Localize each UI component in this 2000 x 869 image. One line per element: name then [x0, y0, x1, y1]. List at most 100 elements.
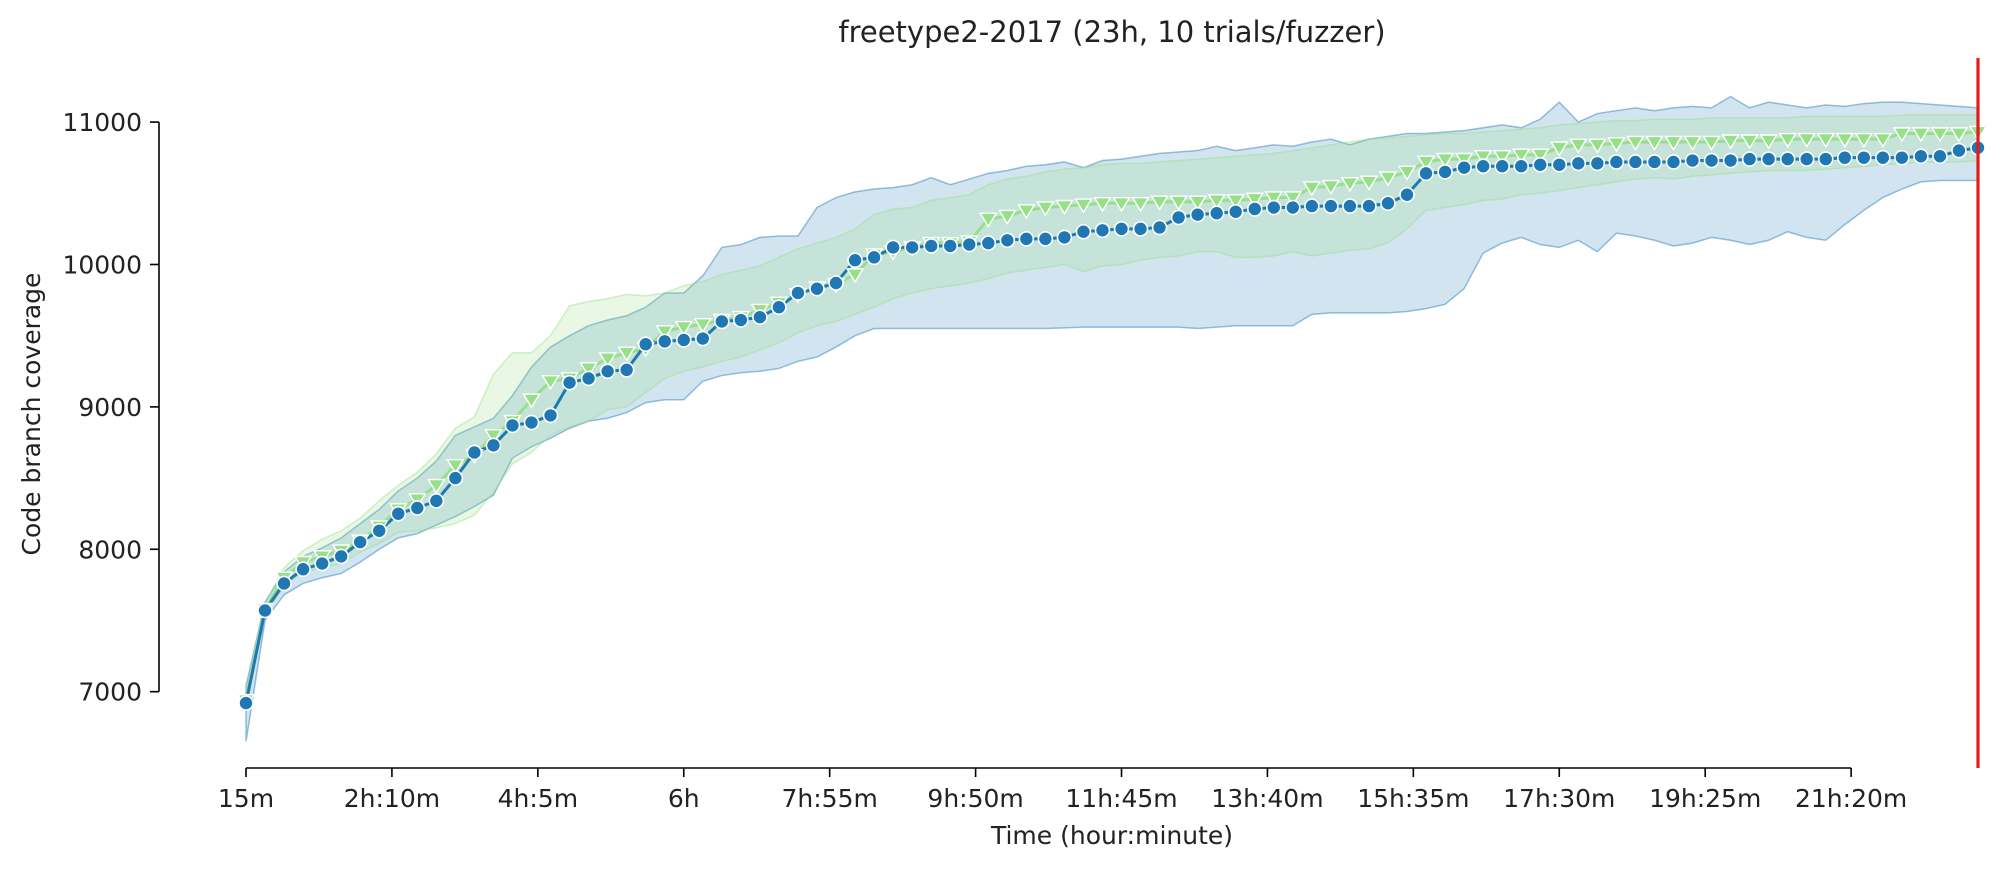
y-axis: 7000 8000 9000 10000 11000 [62, 108, 160, 707]
data-point-triangle [1778, 132, 1797, 149]
data-point-triangle [1816, 132, 1835, 149]
x-tick-label: 13h:40m [1211, 784, 1323, 813]
data-point-circle [1894, 149, 1910, 166]
x-tick-label: 15m [218, 784, 274, 813]
data-point-circle [1018, 231, 1035, 247]
data-point-circle [942, 238, 959, 254]
data-point-triangle [1188, 195, 1207, 211]
data-point-triangle [1740, 134, 1759, 150]
data-point-circle [809, 280, 825, 297]
data-point-triangle [1321, 179, 1341, 196]
data-point-circle [1856, 149, 1872, 166]
data-point-circle [1246, 201, 1263, 217]
data-point-circle [1399, 186, 1415, 203]
data-point-triangle [1721, 134, 1740, 150]
data-point-triangle [1873, 132, 1893, 149]
data-point-triangle [427, 478, 446, 495]
data-point-triangle [1569, 138, 1588, 154]
data-point-circle [371, 522, 388, 539]
data-point-circle [1627, 154, 1644, 170]
data-point-circle [1646, 154, 1663, 170]
data-point-circle [637, 336, 654, 353]
data-point-circle [1722, 152, 1739, 169]
data-point-circle [1208, 205, 1225, 222]
data-point-circle [1037, 231, 1054, 247]
data-point-circle [1798, 151, 1815, 167]
data-point-triangle [1416, 155, 1436, 171]
data-point-triangle [541, 374, 560, 391]
data-point-circle [1551, 157, 1568, 173]
y-tick-label: 11000 [62, 108, 142, 137]
data-point-circle [295, 561, 311, 578]
data-point-triangle [1093, 196, 1112, 213]
data-point-triangle [1835, 132, 1855, 149]
data-point-triangle [1074, 198, 1093, 214]
data-point-circle [1285, 199, 1301, 216]
data-point-triangle [1645, 135, 1664, 151]
data-point-circle [276, 575, 292, 592]
data-point-circle [618, 362, 635, 378]
data-point-triangle [979, 212, 998, 228]
data-point-circle [733, 312, 749, 328]
x-tick-label: 2h:10m [344, 784, 440, 813]
data-point-triangle [1797, 132, 1816, 149]
data-point-triangle [1664, 135, 1683, 151]
data-point-triangle [1702, 135, 1721, 151]
data-point-circle [1836, 149, 1853, 166]
data-point-circle [1075, 223, 1092, 240]
y-tick-label: 7000 [78, 678, 142, 707]
data-point-triangle [1378, 171, 1398, 187]
y-axis-label: Code branch coverage [17, 273, 46, 556]
data-point-triangle [655, 325, 674, 341]
x-tick-label: 17h:30m [1503, 784, 1615, 813]
data-point-circle [1779, 151, 1796, 167]
data-point-circle [257, 602, 273, 619]
data-point-triangle [1949, 127, 1969, 143]
data-point-circle [714, 313, 730, 330]
data-point-triangle [1435, 152, 1455, 169]
data-point-triangle [1550, 141, 1569, 157]
chart-title: freetype2-2017 (23h, 10 trials/fuzzer) [838, 15, 1385, 49]
data-point-triangle [484, 429, 503, 445]
data-point-triangle [617, 346, 636, 362]
data-point-triangle [1930, 127, 1950, 143]
data-point-circle [523, 414, 540, 431]
data-point-triangle [1150, 195, 1169, 211]
data-point-triangle [1854, 132, 1874, 149]
data-point-circle [1151, 219, 1168, 236]
x-tick-label: 9h:50m [927, 784, 1023, 813]
data-point-circle [1913, 148, 1929, 165]
data-point-circle [447, 470, 464, 486]
data-point-circle [352, 534, 369, 550]
data-point-circle [1132, 221, 1149, 237]
data-point-triangle [1397, 165, 1417, 181]
data-point-circle [694, 330, 711, 347]
data-point-triangle [1759, 134, 1778, 150]
data-point-circle [1456, 159, 1472, 176]
data-point-circle [238, 695, 254, 711]
data-point-triangle [1492, 149, 1512, 166]
data-point-circle [1475, 158, 1491, 175]
y-tick-label: 9000 [78, 393, 142, 422]
data-point-circle [1170, 209, 1187, 226]
x-tick-label: 4h:5m [498, 784, 578, 813]
data-point-triangle [1530, 148, 1550, 164]
data-point-triangle [1055, 199, 1074, 216]
data-point-circle [980, 235, 997, 251]
data-point-circle [1227, 203, 1244, 220]
data-point-triangle [1511, 148, 1531, 164]
data-point-circle [1875, 149, 1891, 166]
data-point-circle [409, 500, 426, 516]
data-point-circle [1304, 198, 1320, 214]
data-point-circle [675, 332, 692, 348]
data-point-circle [1265, 199, 1282, 216]
data-point-triangle [1683, 135, 1702, 151]
x-tick-label: 21h:20m [1795, 784, 1907, 813]
data-point-circle [885, 239, 901, 256]
data-point-triangle [1359, 175, 1379, 191]
data-point-triangle [598, 352, 617, 368]
data-point-circle [1361, 198, 1377, 214]
data-point-circle [561, 374, 578, 391]
data-point-circle [923, 238, 939, 254]
data-point-circle [1342, 198, 1358, 214]
